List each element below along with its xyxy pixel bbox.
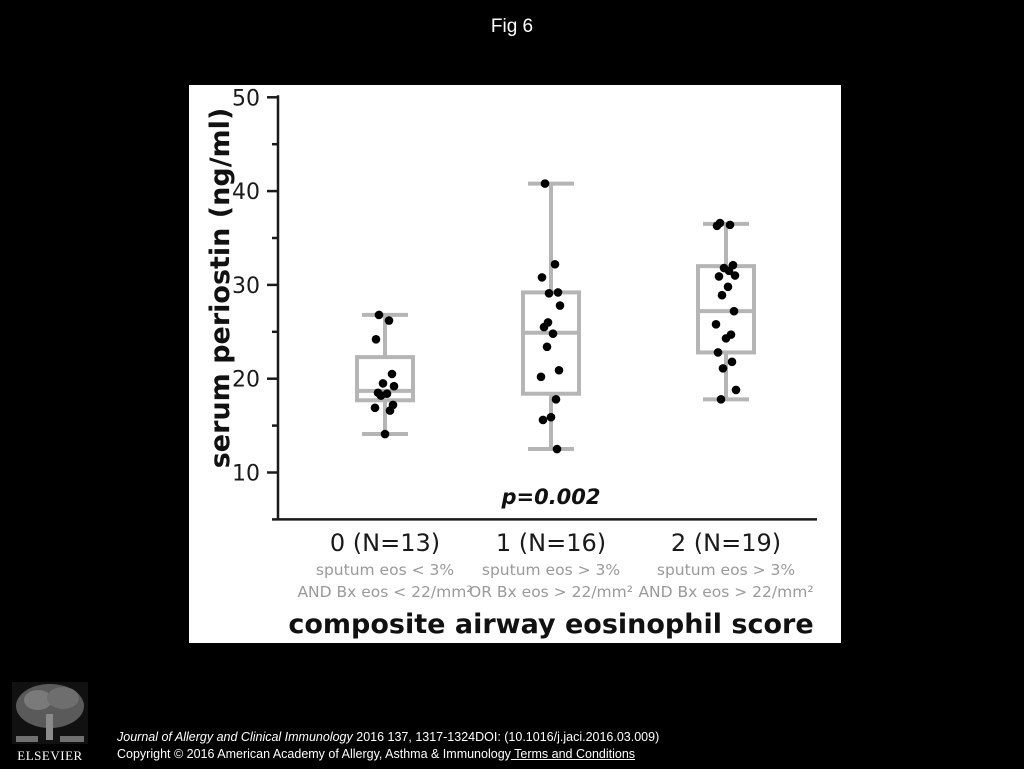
p-value-annotation: p=0.002 [500,485,600,509]
data-point [380,429,390,439]
citation-journal: Journal of Allergy and Clinical Immunolo… [117,730,353,744]
category-sublabel-2: AND Bx eos > 22/mm² [638,583,813,601]
data-point [730,271,740,280]
data-point [718,364,728,373]
data-point [385,406,395,415]
data-point [537,273,547,282]
data-point [717,290,727,300]
data-point [550,259,560,269]
data-point [553,288,563,297]
category-label: 0 (N=13) [330,529,440,557]
data-point [387,369,397,379]
y-tick-label: 40 [232,180,260,205]
slide-title: Fig 6 [490,16,534,37]
data-point [727,357,737,367]
data-point [731,385,741,395]
data-point [536,372,546,382]
elsevier-logo: ELSEVIER [8,680,92,764]
data-point [716,395,726,404]
data-point [551,395,561,404]
data-point [543,318,553,327]
footer-citation: Journal of Allergy and Clinical Immunolo… [117,729,659,763]
iqr-box [355,355,415,403]
category-sublabel-2: AND Bx eos < 22/mm² [297,583,472,601]
data-point [554,365,564,375]
data-point [723,282,733,292]
data-point [371,335,381,344]
y-tick-label: 50 [232,86,260,111]
data-point [546,412,556,422]
data-point [370,403,380,413]
data-point [725,220,735,230]
category-label: 2 (N=19) [671,529,781,557]
data-point [713,348,723,357]
data-point [548,329,558,338]
data-point [384,316,394,325]
data-point [712,221,722,231]
category-sublabel-2: OR Bx eos > 22/mm² [469,583,633,601]
data-point [552,444,562,454]
y-tick-label: 30 [232,274,260,299]
category-label: 1 (N=16) [496,529,606,557]
x-axis-label: composite airway eosinophil score [288,609,813,640]
data-point [721,334,731,343]
category-sublabel-1: sputum eos < 3% [316,561,454,579]
terms-and-conditions-link[interactable]: Terms and Conditions [510,747,636,761]
data-point [542,342,552,352]
data-point [555,301,565,310]
elsevier-wordmark: ELSEVIER [17,748,82,763]
chart-panel: 10 20 30 40 50 serum periostin (ng/ml) 0 (N=13… [189,85,841,643]
data-point [729,306,739,316]
data-point [540,179,550,188]
iqr-box [521,290,581,396]
copyright-text: Copyright © 2016 American Academy of All… [117,747,511,761]
y-axis-label: serum periostin (ng/ml) [205,108,236,469]
y-tick-label: 10 [232,462,260,487]
elsevier-tree-icon: ELSEVIER [12,682,88,763]
data-point [378,379,388,388]
data-point [724,266,734,276]
citation-details: 2016 137, 1317-1324DOI: (10.1016/j.jaci.… [352,730,660,744]
data-point [376,391,386,400]
data-point [389,381,399,391]
data-point [538,415,548,425]
data-point [711,319,721,329]
data-point [544,289,554,298]
data-point [374,310,384,320]
category-sublabel-1: sputum eos > 3% [482,561,620,579]
data-point [714,272,724,281]
category-sublabel-1: sputum eos > 3% [657,561,795,579]
y-tick-label: 20 [232,368,260,393]
